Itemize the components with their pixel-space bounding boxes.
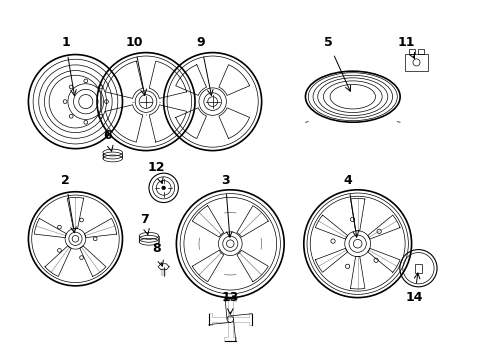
- Text: 4: 4: [343, 174, 351, 186]
- Bar: [408, 49, 414, 54]
- Text: 12: 12: [148, 161, 165, 174]
- Text: 13: 13: [221, 291, 239, 304]
- Text: 1: 1: [61, 36, 70, 49]
- Text: 9: 9: [196, 36, 205, 49]
- Text: 8: 8: [152, 242, 161, 255]
- Text: 14: 14: [405, 291, 423, 304]
- Text: 11: 11: [397, 36, 415, 49]
- Text: 3: 3: [221, 174, 229, 186]
- Text: 10: 10: [125, 36, 142, 49]
- Text: 6: 6: [103, 129, 112, 143]
- Text: 5: 5: [323, 36, 332, 49]
- Text: 2: 2: [61, 174, 70, 186]
- Bar: [404, 54, 427, 71]
- Text: 7: 7: [140, 213, 148, 226]
- Bar: [417, 49, 423, 54]
- Bar: [414, 264, 421, 273]
- Circle shape: [162, 186, 165, 190]
